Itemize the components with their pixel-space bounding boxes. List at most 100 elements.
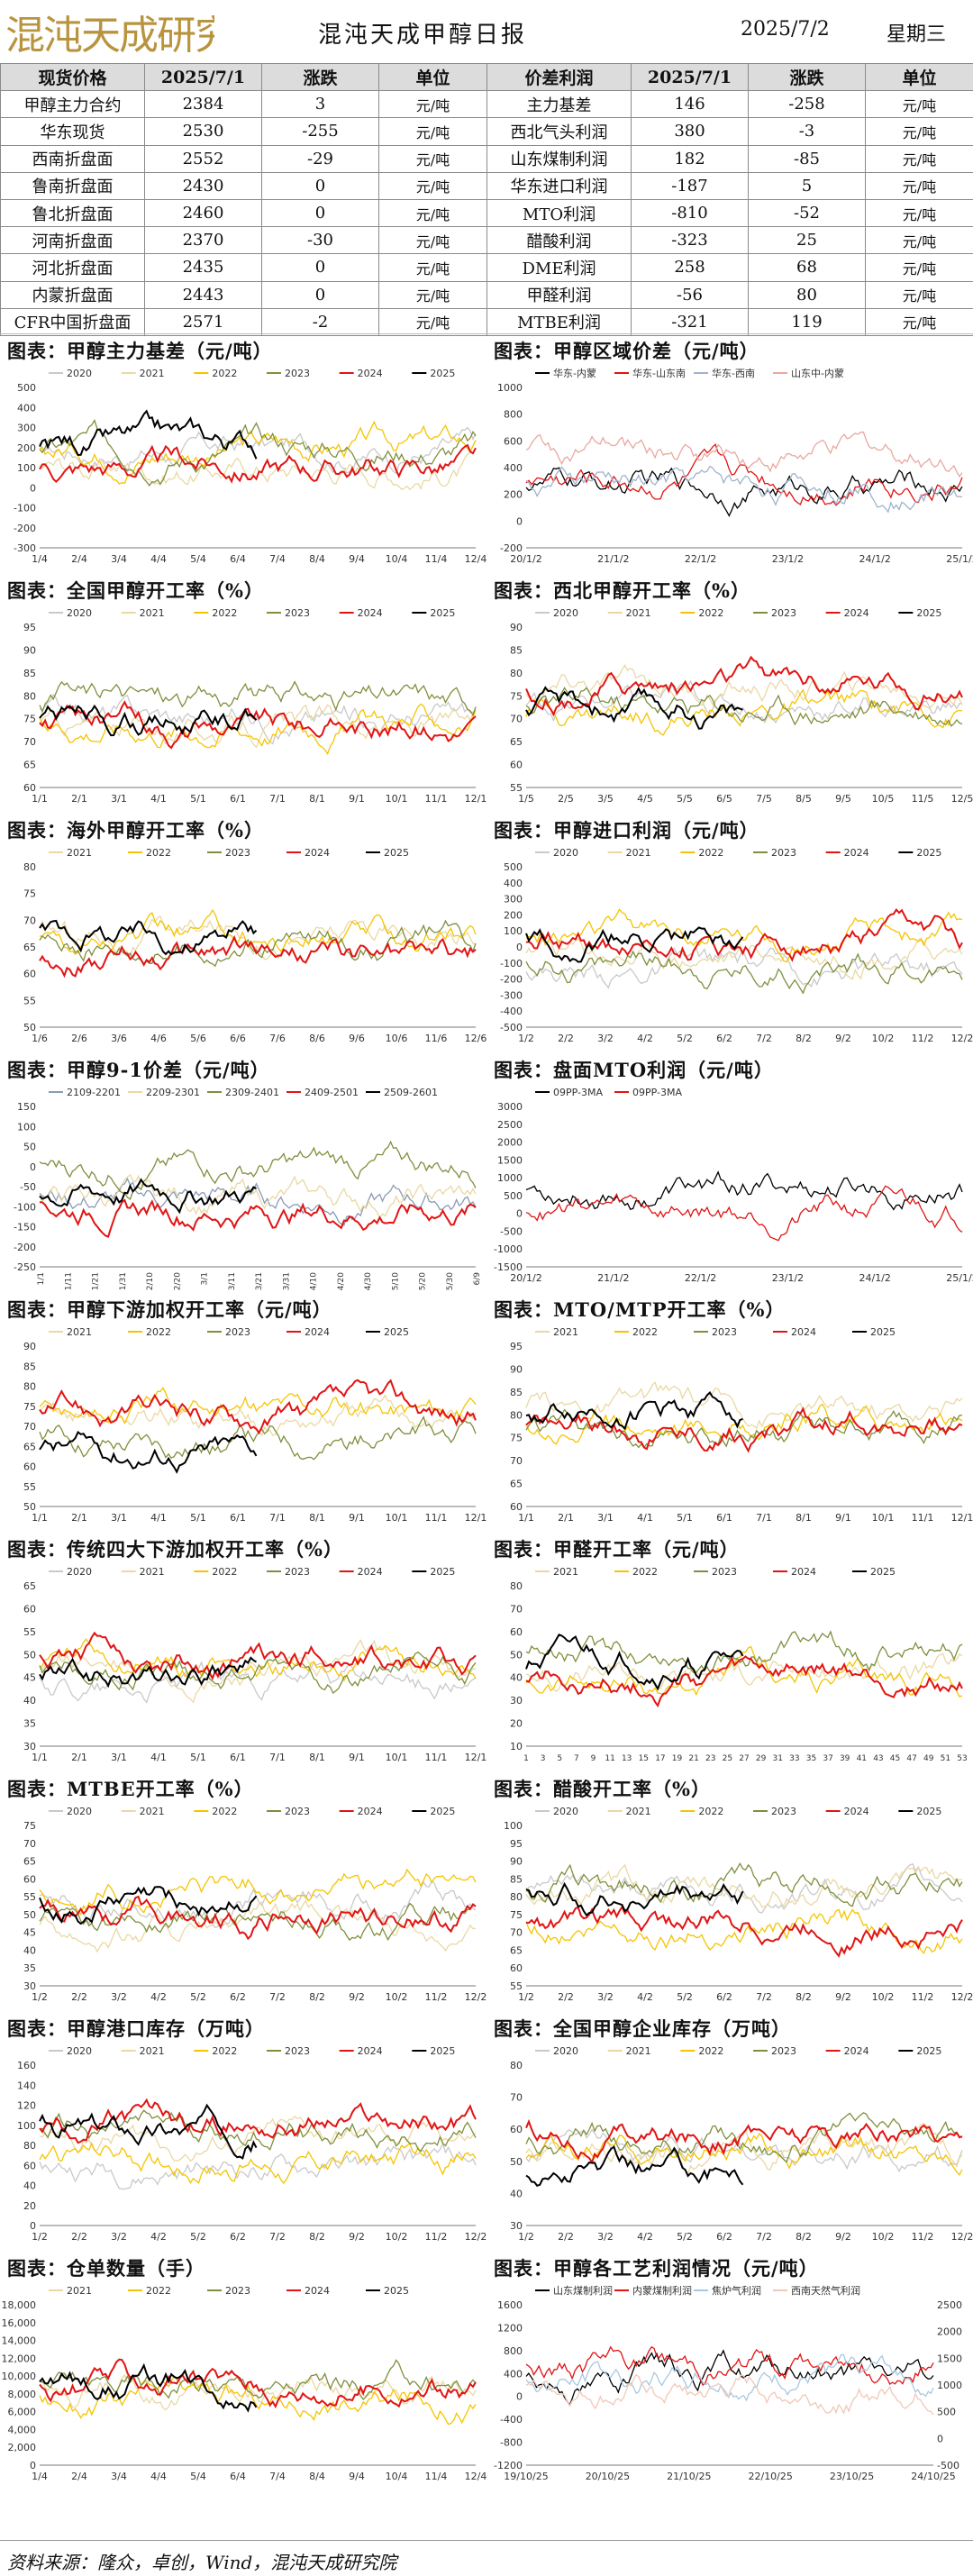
x-tick-label: 22/1/2 bbox=[685, 553, 716, 565]
x-tick-label: 24/1/2 bbox=[859, 553, 890, 565]
x-tick-label: 25/1/2 bbox=[946, 1272, 973, 1284]
table-header-cell: 单位 bbox=[378, 62, 487, 92]
table-cell: -3 bbox=[748, 117, 866, 146]
x-tick-label: 2/5 bbox=[558, 793, 574, 805]
table-row: 西南折盘面 2552 -29 元/吨 山东煤制利润 182 -85 元/吨 bbox=[0, 144, 973, 173]
chart-title: 图表：全国甲醇开工率（%） bbox=[7, 579, 264, 602]
x-tick-label: 7/4 bbox=[269, 553, 286, 565]
x-tick-label: 5/1 bbox=[190, 1512, 206, 1524]
table-row: 鲁南折盘面 2430 0 元/吨 华东进口利润 -187 5 元/吨 bbox=[0, 171, 973, 200]
chart-c14: 2020 2021 2022 2023 2024 2025 100 95 90 85 80 75 70 6… bbox=[504, 1806, 973, 2003]
chart-c6: 2020 2021 2022 2023 2024 2025 500 400 300 200 100 0… bbox=[500, 847, 973, 1044]
legend-label: 2209-2301 bbox=[146, 1087, 200, 1098]
x-tick-label: 1/21 bbox=[92, 1272, 101, 1290]
series-line bbox=[525, 1645, 963, 1698]
table-cell: MTO利润 bbox=[486, 198, 632, 228]
table-row: 鲁北折盘面 2460 0 元/吨 MTO利润 -810 -52 元/吨 bbox=[0, 198, 973, 228]
y-tick-label: 95 bbox=[510, 1341, 523, 1352]
y-tick-label: 40 bbox=[510, 1672, 523, 1684]
table-header-cell: 现货价格 bbox=[0, 62, 145, 92]
x-tick-label: 1/6 bbox=[32, 1033, 48, 1044]
legend-label: 2025 bbox=[916, 2045, 941, 2057]
x-tick-label: 5 bbox=[557, 1754, 562, 1763]
svg-text:混沌天成研究院: 混沌天成研究院 bbox=[5, 13, 214, 59]
chart-c13: 2020 2021 2022 2023 2024 2025 75 70 65 60 55 50 45 40… bbox=[23, 1806, 486, 2003]
series-line bbox=[525, 686, 743, 730]
series-line bbox=[39, 1902, 477, 1942]
table-cell: 元/吨 bbox=[865, 117, 973, 146]
x-tick-label: 3/5 bbox=[597, 793, 614, 805]
legend-label: 2022 bbox=[146, 847, 171, 859]
x-tick-label: 6/6 bbox=[230, 1033, 246, 1044]
chart-panel-c17: 图表：仓单数量（手） 2021 2022 2023 2024 2025 18,000 16,0… bbox=[0, 2253, 487, 2494]
x-tick-label: 5/10 bbox=[391, 1272, 400, 1290]
y-tick-label: 70 bbox=[510, 1603, 523, 1615]
table-cell: 2435 bbox=[144, 253, 262, 282]
x-tick-label: 5/20 bbox=[419, 1272, 428, 1290]
table-cell: 元/吨 bbox=[865, 226, 973, 255]
y-tick-label: 4,000 bbox=[8, 2424, 37, 2435]
chart-title: 图表：甲醇下游加权开工率（元/吨） bbox=[7, 1298, 332, 1321]
x-tick-label: 37 bbox=[823, 1754, 832, 1763]
x-tick-label: 5/2 bbox=[677, 1991, 693, 2003]
x-tick-label: 9/1 bbox=[835, 1512, 851, 1524]
legend-label: 2022 bbox=[212, 1566, 237, 1578]
y-tick-label: 3000 bbox=[497, 1101, 523, 1113]
y-tick-label: 50 bbox=[23, 1022, 36, 1033]
series-line bbox=[525, 655, 963, 717]
table-cell: 0 bbox=[261, 253, 379, 282]
x-tick-label: 7/2 bbox=[756, 1033, 772, 1044]
series-line bbox=[39, 2109, 477, 2153]
table-cell: 主力基差 bbox=[486, 90, 632, 119]
x-tick-label: 4/4 bbox=[150, 2471, 167, 2482]
table-cell: DME利润 bbox=[486, 253, 632, 282]
legend-label: 2022 bbox=[698, 2045, 723, 2057]
series-line bbox=[525, 443, 963, 506]
y-tick-label: 95 bbox=[23, 622, 36, 633]
x-tick-label: 8/1 bbox=[796, 1512, 812, 1524]
legend-label: 2023 bbox=[712, 1326, 737, 1338]
y-tick-label: -100 bbox=[14, 1201, 36, 1213]
chart-c17: 2021 2022 2023 2024 2025 18,000 16,000 14,000 12… bbox=[2, 2285, 487, 2482]
series-line bbox=[525, 907, 963, 962]
x-tick-label: 4/6 bbox=[150, 1033, 167, 1044]
x-tick-label: 3/31 bbox=[282, 1272, 291, 1290]
x-tick-label: 4/2 bbox=[637, 1991, 653, 2003]
x-tick-label: 1/4 bbox=[32, 553, 48, 565]
table-cell: 119 bbox=[748, 307, 866, 336]
x-tick-label: 25 bbox=[723, 1754, 732, 1763]
table-cell: 68 bbox=[748, 253, 866, 282]
x-tick-label: 7/2 bbox=[269, 2231, 286, 2243]
y-tick-label: 60 bbox=[23, 969, 36, 980]
y-tick-label: -100 bbox=[500, 958, 523, 969]
table-cell: 元/吨 bbox=[865, 253, 973, 282]
table-cell: 元/吨 bbox=[865, 171, 973, 200]
y-tick-label: 60 bbox=[23, 1461, 36, 1473]
x-tick-label: 43 bbox=[873, 1754, 883, 1763]
x-tick-label: 2/4 bbox=[71, 553, 87, 565]
x-tick-label: 11/1 bbox=[425, 1752, 448, 1763]
series-line bbox=[39, 2142, 477, 2185]
chart-panel-c8: 图表：盘面MTO利润（元/吨） 09PP-3MA 09PP-3MA 3000 2500 2… bbox=[486, 1054, 973, 1296]
legend-label: 华东-西南 bbox=[712, 367, 755, 379]
table-cell: 2384 bbox=[144, 90, 262, 119]
legend-label: 2022 bbox=[632, 1566, 658, 1578]
y-tick-label: 55 bbox=[23, 995, 36, 1006]
y-tick-label: 150 bbox=[17, 1101, 36, 1113]
y-tick-label: -400 bbox=[500, 2414, 523, 2426]
legend-label: 2025 bbox=[384, 1326, 409, 1338]
x-tick-label: 2/2 bbox=[71, 1991, 87, 2003]
y-tick-label: 35 bbox=[23, 1962, 36, 1974]
series-line bbox=[39, 703, 477, 756]
series-line bbox=[525, 1408, 963, 1449]
y-tick-label: 0 bbox=[516, 1208, 523, 1220]
y-tick-label: 65 bbox=[510, 1479, 523, 1490]
y-tick-label: -200 bbox=[14, 523, 36, 534]
series-line bbox=[39, 934, 477, 979]
x-tick-label: 49 bbox=[923, 1754, 934, 1763]
y-tick-label: -200 bbox=[500, 542, 523, 554]
y-tick-label: 65 bbox=[510, 1944, 523, 1956]
y-tick-label: 500 bbox=[504, 861, 523, 873]
chart-panel-c12: 图表：甲醛开工率（元/吨） 2021 2022 2023 2024 2025 80 70 60 5… bbox=[486, 1534, 973, 1775]
x-tick-label: 4/2 bbox=[637, 2231, 653, 2243]
